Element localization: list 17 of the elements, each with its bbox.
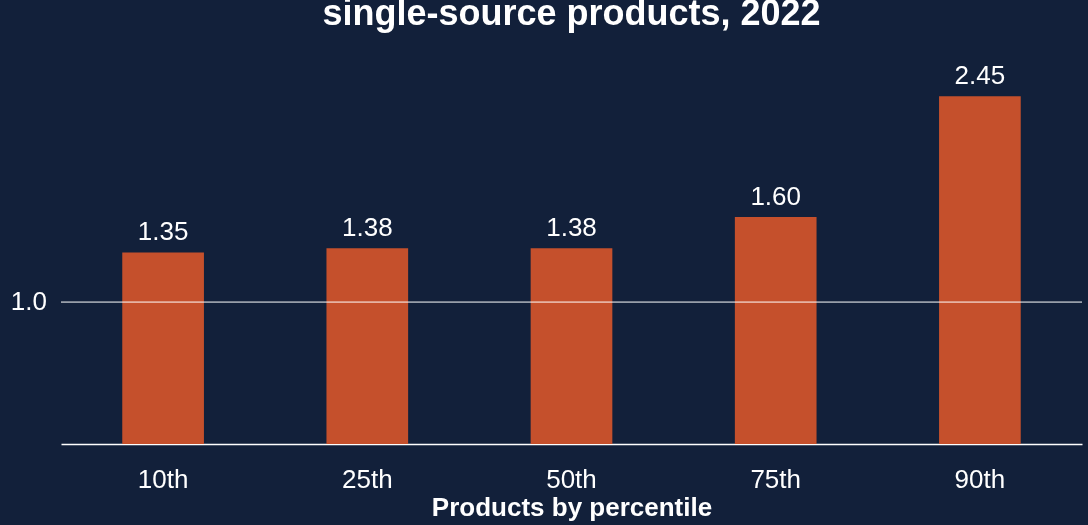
bar — [734, 216, 817, 444]
bar — [530, 248, 613, 444]
data-label: 1.35 — [137, 216, 189, 247]
bar — [326, 248, 409, 444]
x-tick-label: 10th — [137, 463, 189, 494]
bar — [122, 252, 204, 444]
data-label: 1.38 — [546, 212, 597, 243]
ref-line-label: 1.0 — [10, 286, 47, 317]
x-tick-label: 90th — [954, 463, 1006, 494]
x-tick-label: 25th — [342, 463, 393, 494]
data-label: 1.38 — [342, 212, 393, 243]
x-tick-label: 50th — [546, 463, 597, 494]
data-label: 2.45 — [954, 60, 1006, 91]
data-label: 1.60 — [750, 180, 801, 211]
bar — [939, 96, 1021, 444]
x-axis-title: Products by percentile — [431, 491, 713, 522]
x-tick-label: 75th — [750, 463, 801, 494]
